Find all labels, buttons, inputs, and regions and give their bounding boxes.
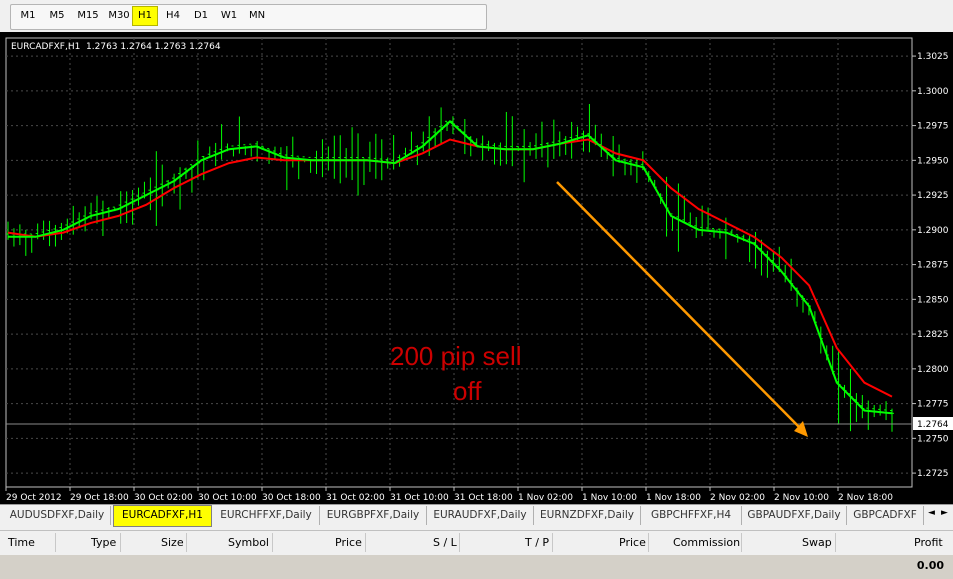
price-axis-label: 1.2750 (917, 434, 949, 444)
price-axis-label: 1.2800 (917, 365, 949, 375)
time-axis-label: 1 Nov 10:00 (582, 493, 637, 503)
column-divider (459, 533, 460, 552)
chart-frame (5, 37, 913, 488)
chart-header: EURCADFXF,H1 1.2763 1.2764 1.2763 1.2764 (11, 42, 221, 52)
tab-gbpaudfxf-daily[interactable]: GBPAUDFXF,Daily (742, 506, 847, 525)
price-axis-label: 1.2850 (917, 295, 949, 305)
timeframe-button-group: M1 M5 M15 M30 H1 H4 D1 W1 MN (10, 4, 487, 30)
annotation-line-1: 200 pip sell (390, 341, 522, 371)
time-axis-label: 31 Oct 02:00 (326, 493, 385, 503)
column-take-profit[interactable]: T / P (525, 536, 550, 549)
time-axis-label: 2 Nov 10:00 (774, 493, 829, 503)
time-axis-label: 29 Oct 18:00 (70, 493, 129, 503)
annotation-line-2: off (453, 376, 482, 406)
price-axis-label: 1.2925 (917, 191, 949, 201)
price-axis-label: 1.2875 (917, 261, 949, 271)
tab-eurcadfxf-h1[interactable]: EURCADFXF,H1 (113, 505, 212, 527)
terminal-header: Time Type Size Symbol Price S / L T / P … (0, 530, 953, 556)
fast-moving-average-line (8, 120, 893, 415)
time-axis-label: 1 Nov 02:00 (518, 493, 573, 503)
timeframe-w1-button[interactable]: W1 (220, 10, 238, 21)
profit-total: 0.00 (916, 559, 944, 572)
timeframe-h1-button[interactable]: H1 (132, 6, 158, 26)
price-axis-label: 1.2725 (917, 469, 949, 479)
column-divider (186, 533, 187, 552)
timeframe-h4-button[interactable]: H4 (166, 10, 180, 21)
tab-eurchffxf-daily[interactable]: EURCHFFXF,Daily (213, 506, 320, 525)
time-axis-label: 29 Oct 2012 (6, 493, 62, 503)
column-current-price[interactable]: Price (619, 536, 646, 549)
time-axis-label: 1 Nov 18:00 (646, 493, 701, 503)
tab-eurgbpfxf-daily[interactable]: EURGBPFXF,Daily (320, 506, 427, 525)
time-axis: 29 Oct 2012 29 Oct 18:00 30 Oct 02:00 30 Oc… (5, 487, 893, 503)
column-symbol[interactable]: Symbol (228, 536, 269, 549)
tab-scroll-right-icon[interactable]: ► (941, 508, 948, 518)
column-swap[interactable]: Swap (802, 536, 832, 549)
column-divider (741, 533, 742, 552)
column-stop-loss[interactable]: S / L (433, 536, 457, 549)
time-axis-label: 31 Oct 10:00 (390, 493, 449, 503)
price-chart[interactable]: 1.3025 1.3000 1.2975 1.2950 1.2925 1.2900 1.28… (0, 32, 953, 504)
column-divider (120, 533, 121, 552)
timeframe-m30-button[interactable]: M30 (108, 10, 130, 21)
column-divider (835, 533, 836, 552)
time-axis-label: 30 Oct 02:00 (134, 493, 193, 503)
column-divider (55, 533, 56, 552)
symbol-tab-bar: AUDUSDFXF,Daily EURCADFXF,H1 EURCHFFXF,D… (0, 504, 953, 527)
time-axis-label: 30 Oct 18:00 (262, 493, 321, 503)
tab-gbpchffxf-h4[interactable]: GBPCHFFXF,H4 (641, 506, 742, 525)
terminal-balance-row: 0.00 (0, 555, 953, 579)
timeframe-m5-button[interactable]: M5 (49, 10, 65, 21)
column-divider (648, 533, 649, 552)
time-axis-label: 2 Nov 02:00 (710, 493, 765, 503)
column-price[interactable]: Price (335, 536, 362, 549)
timeframe-mn-button[interactable]: MN (248, 10, 266, 21)
trend-arrow-head (794, 421, 808, 437)
price-axis-label: 1.3000 (917, 87, 949, 97)
price-axis-label: 1.2900 (917, 226, 949, 236)
column-divider (552, 533, 553, 552)
tab-audusdfxf-daily[interactable]: AUDUSDFXF,Daily (4, 506, 111, 525)
tab-scroll-left-icon[interactable]: ◄ (928, 508, 935, 518)
column-divider (272, 533, 273, 552)
trend-arrow-shaft (556, 181, 803, 431)
time-axis-label: 30 Oct 10:00 (198, 493, 257, 503)
time-axis-label: 2 Nov 18:00 (838, 493, 893, 503)
chart-grid (6, 38, 912, 487)
price-axis-label: 1.2975 (917, 122, 949, 132)
column-size[interactable]: Size (161, 536, 184, 549)
column-type[interactable]: Type (91, 536, 117, 549)
timeframe-m15-button[interactable]: M15 (77, 10, 99, 21)
column-profit[interactable]: Profit (914, 536, 943, 549)
timeframe-toolbar: M1 M5 M15 M30 H1 H4 D1 W1 MN (0, 0, 953, 33)
slow-moving-average-line (7, 138, 893, 398)
column-commission[interactable]: Commission (673, 536, 741, 549)
current-price-box (913, 417, 953, 430)
timeframe-m1-button[interactable]: M1 (20, 10, 36, 21)
column-time[interactable]: Time (8, 536, 35, 549)
price-bars (6, 103, 894, 432)
tab-euraudfxf-daily[interactable]: EURAUDFXF,Daily (427, 506, 534, 525)
price-axis-label: 1.2950 (917, 156, 949, 166)
time-axis-label: 31 Oct 18:00 (454, 493, 513, 503)
timeframe-d1-button[interactable]: D1 (193, 10, 209, 21)
current-price-label: 1.2764 (917, 420, 949, 430)
price-axis-label: 1.3025 (917, 52, 949, 62)
price-axis: 1.3025 1.3000 1.2975 1.2950 1.2925 1.2900 1.28… (912, 52, 949, 479)
price-axis-label: 1.2825 (917, 330, 949, 340)
column-divider (365, 533, 366, 552)
tab-eurnzdfxf-daily[interactable]: EURNZDFXF,Daily (534, 506, 641, 525)
price-axis-label: 1.2775 (917, 400, 949, 410)
tab-gbpcadfxf[interactable]: GBPCADFXF (847, 506, 924, 525)
